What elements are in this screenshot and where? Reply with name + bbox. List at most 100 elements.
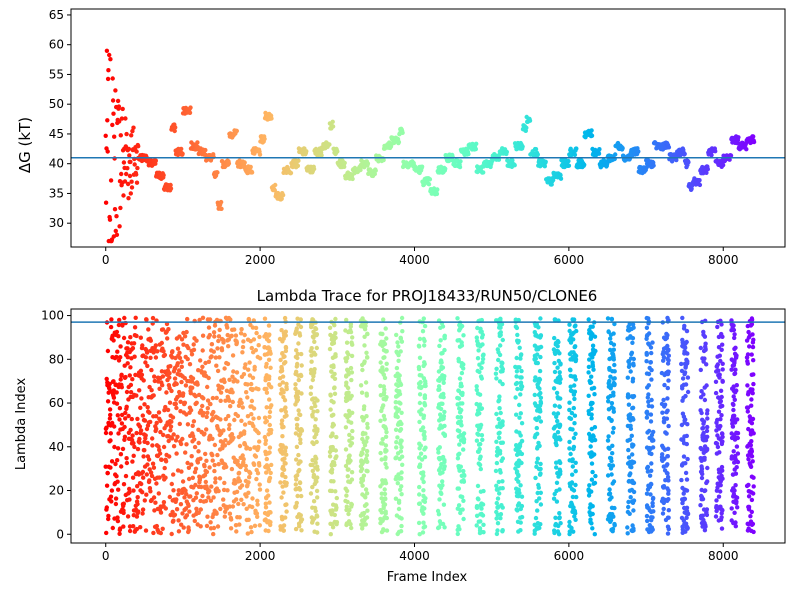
data-point bbox=[535, 456, 540, 461]
data-point bbox=[714, 508, 719, 514]
data-point bbox=[644, 415, 650, 420]
data-point bbox=[713, 390, 719, 396]
data-point bbox=[744, 147, 749, 152]
data-point bbox=[400, 462, 405, 467]
data-point bbox=[328, 392, 333, 397]
data-point bbox=[267, 445, 273, 450]
data-point bbox=[397, 428, 403, 433]
data-point bbox=[625, 525, 630, 530]
data-point bbox=[141, 475, 146, 480]
data-point bbox=[105, 118, 110, 123]
data-point bbox=[571, 446, 576, 452]
data-point bbox=[296, 373, 301, 378]
data-point bbox=[117, 526, 123, 531]
data-point bbox=[395, 435, 400, 440]
data-point bbox=[571, 330, 576, 335]
data-point bbox=[311, 474, 316, 480]
data-point bbox=[103, 430, 109, 436]
data-point bbox=[107, 386, 112, 391]
data-point bbox=[140, 507, 146, 512]
data-point bbox=[515, 449, 521, 454]
data-point bbox=[264, 470, 269, 475]
data-point bbox=[365, 425, 370, 430]
data-point bbox=[330, 119, 335, 125]
data-point bbox=[381, 390, 387, 395]
data-point bbox=[182, 376, 187, 381]
data-point bbox=[294, 422, 300, 428]
data-point bbox=[268, 405, 273, 410]
data-point bbox=[175, 468, 181, 473]
data-point bbox=[124, 456, 129, 461]
data-point bbox=[310, 468, 315, 474]
data-point bbox=[114, 401, 120, 406]
data-point bbox=[538, 490, 543, 495]
data-point bbox=[481, 488, 486, 494]
data-point bbox=[139, 372, 145, 377]
data-point bbox=[700, 524, 705, 529]
data-point bbox=[478, 441, 483, 447]
data-point bbox=[169, 531, 174, 537]
data-point bbox=[190, 376, 196, 381]
data-point bbox=[201, 396, 206, 401]
data-point bbox=[137, 388, 142, 393]
data-point bbox=[751, 484, 756, 489]
data-point bbox=[128, 427, 133, 433]
data-point bbox=[108, 324, 114, 330]
data-point bbox=[607, 446, 612, 451]
data-point bbox=[478, 512, 483, 517]
data-point bbox=[519, 352, 524, 357]
data-point bbox=[498, 486, 503, 491]
data-point bbox=[718, 423, 723, 429]
data-point bbox=[175, 434, 180, 439]
data-point bbox=[630, 478, 635, 484]
data-point bbox=[442, 374, 447, 379]
data-point bbox=[419, 507, 425, 513]
data-point bbox=[731, 407, 736, 413]
data-point bbox=[666, 145, 672, 150]
data-point bbox=[235, 413, 241, 419]
data-point bbox=[750, 391, 755, 396]
data-point bbox=[226, 344, 231, 349]
data-point bbox=[346, 511, 351, 517]
data-point bbox=[475, 391, 481, 396]
data-point bbox=[248, 471, 253, 476]
data-point bbox=[360, 367, 365, 373]
data-point bbox=[284, 452, 289, 457]
data-point bbox=[224, 464, 229, 470]
data-point bbox=[438, 465, 443, 471]
data-point bbox=[142, 418, 148, 423]
data-point bbox=[364, 502, 369, 507]
data-point bbox=[137, 436, 142, 442]
data-point bbox=[348, 328, 353, 333]
data-point bbox=[171, 488, 176, 493]
data-point bbox=[732, 332, 737, 337]
data-point bbox=[282, 333, 287, 338]
data-point bbox=[418, 451, 424, 456]
data-point bbox=[699, 475, 705, 481]
data-point bbox=[607, 491, 613, 496]
data-point bbox=[474, 141, 479, 146]
data-point bbox=[717, 470, 722, 475]
data-point bbox=[628, 335, 633, 340]
data-point bbox=[416, 520, 422, 526]
data-point bbox=[103, 200, 109, 205]
data-point bbox=[747, 344, 752, 349]
data-point bbox=[631, 356, 636, 362]
data-point bbox=[459, 361, 464, 366]
data-point bbox=[534, 417, 539, 423]
data-point bbox=[662, 456, 667, 461]
data-point bbox=[251, 416, 256, 421]
data-point bbox=[191, 419, 197, 424]
data-point bbox=[647, 484, 653, 490]
data-point bbox=[103, 464, 108, 469]
data-point bbox=[533, 432, 538, 438]
data-point bbox=[297, 331, 302, 336]
data-point bbox=[733, 367, 738, 372]
data-point bbox=[222, 480, 227, 486]
data-point bbox=[716, 334, 722, 340]
data-point bbox=[628, 426, 634, 431]
data-point bbox=[110, 420, 115, 426]
data-point bbox=[218, 398, 223, 403]
data-point bbox=[733, 354, 739, 359]
data-point bbox=[189, 454, 194, 459]
